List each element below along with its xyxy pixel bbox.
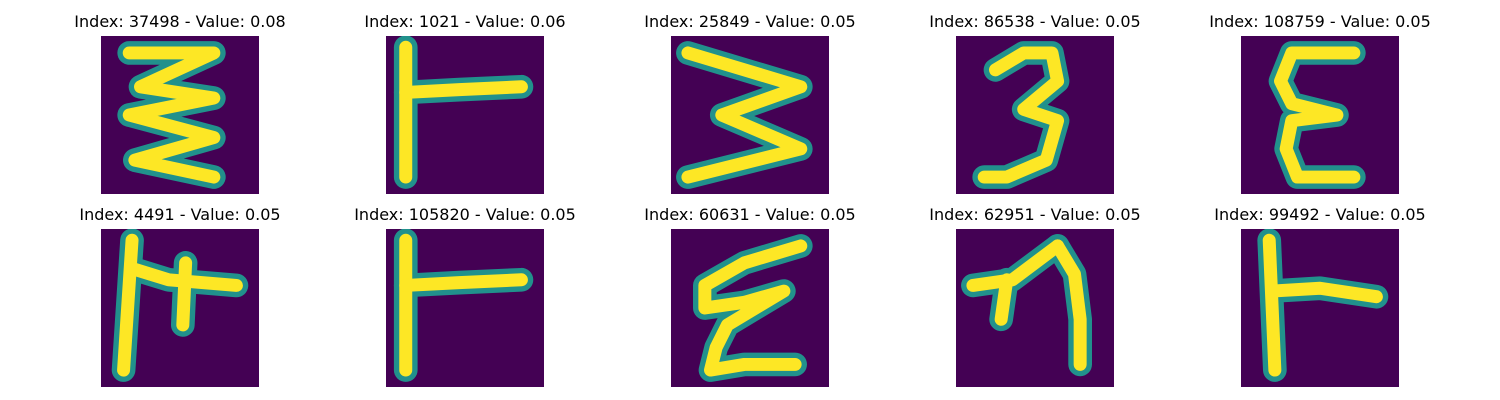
panel: Index: 108759 - Value: 0.05 [1200,12,1440,194]
panel-title: Index: 62951 - Value: 0.05 [929,205,1141,224]
digit-stroke-core [399,80,528,99]
panel: Index: 60631 - Value: 0.05 [630,205,870,387]
panel: Index: 4491 - Value: 0.05 [60,205,300,387]
panel: Index: 99492 - Value: 0.05 [1200,205,1440,387]
digit-image [386,36,544,194]
digit-image [671,36,829,194]
digit-stroke-core [1262,233,1282,377]
digit-image [1241,229,1399,387]
digit-stroke-core [122,46,221,184]
digit-stroke-core [1051,239,1087,371]
panel: Index: 1021 - Value: 0.06 [345,12,585,194]
panel: Index: 37498 - Value: 0.08 [60,12,300,194]
digit-stroke-core [994,273,1014,326]
digit-stroke-core [1265,281,1383,304]
digit-image [1241,36,1399,194]
panel-title: Index: 37498 - Value: 0.08 [74,12,286,31]
digit-image [101,36,259,194]
panel-title: Index: 25849 - Value: 0.05 [644,12,856,31]
panel-title: Index: 105820 - Value: 0.05 [354,205,576,224]
digit-stroke-core [125,262,243,292]
panel: Index: 105820 - Value: 0.05 [345,205,585,387]
panel-title: Index: 86538 - Value: 0.05 [929,12,1141,31]
panel-title: Index: 108759 - Value: 0.05 [1209,12,1431,31]
digit-image [956,36,1114,194]
digit-image [671,229,829,387]
panel-title: Index: 4491 - Value: 0.05 [79,205,281,224]
panel: Index: 86538 - Value: 0.05 [915,12,1155,194]
panel-title: Index: 99492 - Value: 0.05 [1214,205,1426,224]
panel: Index: 62951 - Value: 0.05 [915,205,1155,387]
digit-stroke-core [1274,46,1361,184]
panel: Index: 25849 - Value: 0.05 [630,12,870,194]
panel-title: Index: 60631 - Value: 0.05 [644,205,856,224]
digit-stroke-core [176,256,193,332]
digit-image [101,229,259,387]
digit-image [386,229,544,387]
digit-stroke-core [681,46,808,184]
digit-stroke-core [117,233,139,377]
digit-stroke-core [977,46,1065,184]
digit-stroke-core [399,273,528,292]
digit-stroke-core [698,239,808,377]
digit-image [956,229,1114,387]
panel-title: Index: 1021 - Value: 0.06 [364,12,566,31]
